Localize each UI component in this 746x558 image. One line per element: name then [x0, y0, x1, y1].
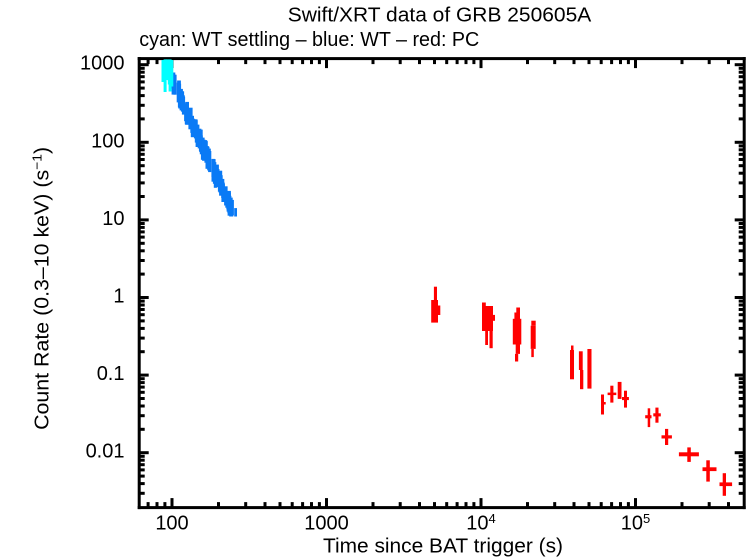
svg-text:10: 10 [102, 208, 124, 230]
svg-text:100: 100 [155, 513, 188, 535]
svg-text:0.01: 0.01 [86, 441, 125, 463]
svg-text:104: 104 [466, 511, 495, 535]
svg-text:1000: 1000 [80, 53, 125, 75]
svg-text:0.1: 0.1 [97, 363, 125, 385]
svg-text:1: 1 [113, 286, 124, 308]
svg-text:Time since BAT trigger (s): Time since BAT trigger (s) [323, 535, 563, 557]
svg-text:Count Rate (0.3–10 keV) (s−1): Count Rate (0.3–10 keV) (s−1) [30, 147, 54, 430]
svg-text:100: 100 [91, 130, 124, 152]
svg-text:105: 105 [621, 511, 650, 535]
svg-text:cyan: WT settling – blue: WT –: cyan: WT settling – blue: WT – red: PC [139, 29, 479, 51]
svg-text:1000: 1000 [304, 513, 349, 535]
svg-text:Swift/XRT data of GRB 250605A: Swift/XRT data of GRB 250605A [288, 5, 592, 27]
